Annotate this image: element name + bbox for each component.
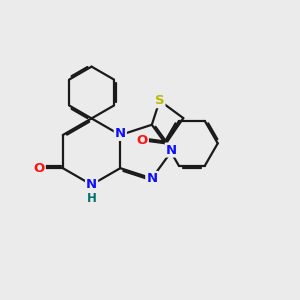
Text: N: N — [86, 178, 97, 191]
Text: N: N — [115, 127, 126, 140]
Text: S: S — [155, 94, 164, 107]
Text: N: N — [146, 172, 158, 185]
Text: O: O — [34, 162, 45, 175]
Text: N: N — [166, 143, 177, 157]
Text: O: O — [136, 134, 148, 147]
Text: H: H — [87, 191, 97, 205]
